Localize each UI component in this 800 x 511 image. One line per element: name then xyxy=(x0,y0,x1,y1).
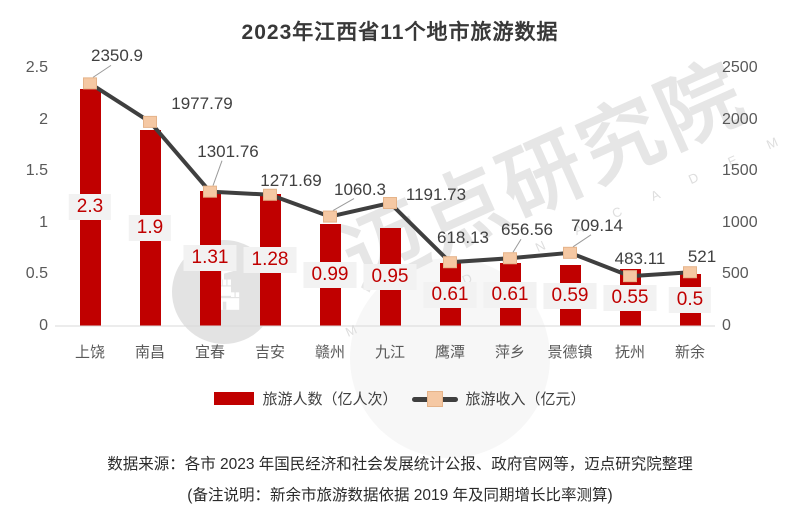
x-axis-label: 新余 xyxy=(674,344,706,361)
bar-value-label: 0.59 xyxy=(543,282,597,309)
bar-value-label: 0.61 xyxy=(483,281,537,308)
bar-value-label: 0.5 xyxy=(668,287,712,314)
right-axis-tick: 1000 xyxy=(722,213,758,231)
line-value-label: 1191.73 xyxy=(405,185,467,204)
line-value-label: 521 xyxy=(687,247,717,267)
legend: 旅游人数（亿人次） 旅游收入（亿元） xyxy=(0,388,800,409)
x-axis-label: 抚州 xyxy=(614,344,646,361)
line-series-swatch xyxy=(411,390,458,407)
x-axis-label: 赣州 xyxy=(314,344,346,361)
left-axis-tick: 2.5 xyxy=(25,59,48,76)
bar-value-label: 0.99 xyxy=(303,261,357,288)
bar-value-label: 2.3 xyxy=(68,194,112,221)
bar-series-label: 旅游人数（亿人次） xyxy=(262,391,398,408)
x-axis-label: 九江 xyxy=(374,344,406,361)
line-value-label: 483.11 xyxy=(614,249,666,269)
line-value-label: 1271.69 xyxy=(260,170,322,190)
bar-value-label: 0.95 xyxy=(363,263,417,290)
line-value-label: 618.13 xyxy=(437,228,489,248)
x-axis-label: 萍乡 xyxy=(494,344,526,361)
remark-note: (备注说明：新余市旅游数据依据 2019 年及同期增长比率测算) xyxy=(187,487,613,504)
bar-value-label: 0.55 xyxy=(603,284,657,311)
line-value-label: 656.56 xyxy=(501,220,553,240)
left-axis-tick: 1.5 xyxy=(25,162,48,180)
bar-value-label: 1.28 xyxy=(243,246,297,273)
legend-item-line-series: 旅游收入（亿元） xyxy=(411,388,586,409)
right-axis-tick: 2500 xyxy=(722,59,758,76)
left-axis-tick: 0.5 xyxy=(25,265,48,283)
line-value-label: 1301.76 xyxy=(197,141,259,161)
left-axis-tick: 1 xyxy=(39,213,48,231)
x-axis-label: 鹰潭 xyxy=(434,344,466,361)
data-source-note: 数据来源：各市 2023 年国民经济和社会发展统计公报、政府官网等，迈点研究院整… xyxy=(107,456,693,473)
legend-item-bar-series: 旅游人数（亿人次） xyxy=(214,388,398,409)
line-series-label: 旅游收入（亿元） xyxy=(465,391,586,408)
line-value-label: 1977.79 xyxy=(171,93,233,113)
x-axis-label: 吉安 xyxy=(254,344,286,361)
left-axis-tick: 0 xyxy=(39,317,48,334)
right-axis-tick: 1500 xyxy=(722,162,758,180)
x-axis-label: 上饶 xyxy=(74,344,106,361)
right-axis-tick: 2000 xyxy=(722,110,758,128)
bar-value-label: 0.61 xyxy=(423,281,477,308)
x-axis-label: 宜春 xyxy=(194,344,226,361)
left-axis-tick: 2 xyxy=(39,110,48,128)
right-axis-tick: 0 xyxy=(722,317,731,334)
line-value-label: 1060.3 xyxy=(334,179,386,199)
bar-value-label: 1.9 xyxy=(128,214,172,241)
chart-title: 2023年江西省11个地市旅游数据 xyxy=(241,21,559,44)
right-axis-tick: 500 xyxy=(722,265,749,283)
x-axis-label: 南昌 xyxy=(134,344,166,361)
x-axis-label: 景德镇 xyxy=(547,344,593,361)
bar-value-label: 1.31 xyxy=(183,245,237,272)
line-value-label: 709.14 xyxy=(571,215,623,235)
line-value-label: 2350.9 xyxy=(91,46,143,66)
bar-series-swatch xyxy=(214,392,255,405)
line-series-layer xyxy=(55,64,715,327)
